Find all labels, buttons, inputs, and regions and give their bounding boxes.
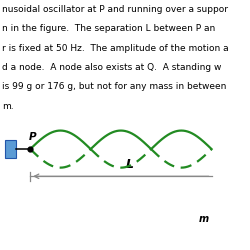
FancyBboxPatch shape [4, 140, 16, 158]
Text: is 99 g or 176 g, but not for any mass in between: is 99 g or 176 g, but not for any mass i… [2, 82, 227, 91]
Text: n in the figure.  The separation L between P an: n in the figure. The separation L betwee… [2, 24, 216, 34]
Text: P: P [29, 132, 37, 142]
Text: r is fixed at 50 Hz.  The amplitude of the motion a: r is fixed at 50 Hz. The amplitude of th… [2, 44, 229, 53]
Text: m: m [198, 214, 208, 224]
Text: L: L [126, 158, 134, 171]
Text: m.: m. [2, 102, 14, 110]
Text: nusoidal oscillator at P and running over a suppor: nusoidal oscillator at P and running ove… [2, 5, 228, 14]
Text: d a node.  A node also exists at Q.  A standing w: d a node. A node also exists at Q. A sta… [2, 63, 222, 72]
